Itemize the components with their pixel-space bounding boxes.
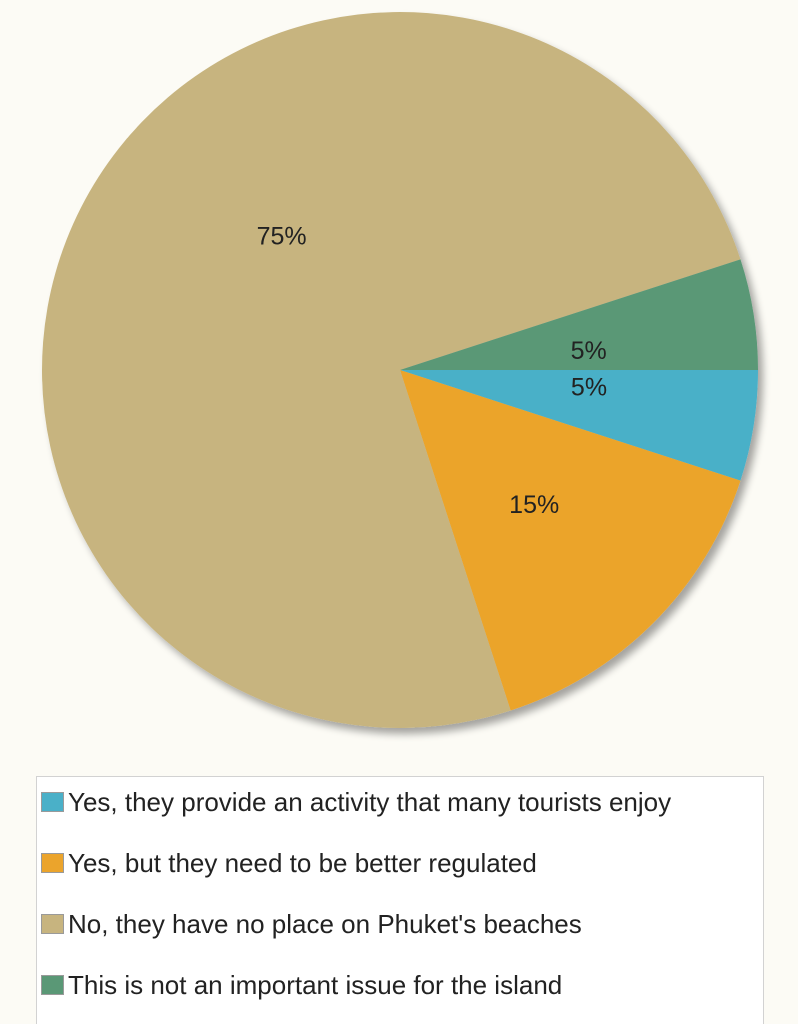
pie-chart: 5% 15% 75% 5% xyxy=(42,12,758,729)
legend-swatch xyxy=(41,853,64,873)
legend: Yes, they provide an activity that many … xyxy=(36,776,764,1024)
legend-label: This is not an important issue for the i… xyxy=(68,969,563,1000)
pie-slice[interactable] xyxy=(400,370,741,711)
legend-label: Yes, but they need to be better regulate… xyxy=(68,847,537,878)
legend-label: No, they have no place on Phuket's beach… xyxy=(68,908,582,939)
legend-item[interactable]: Yes, but they need to be better regulate… xyxy=(41,848,537,878)
legend-label: Yes, they provide an activity that many … xyxy=(68,786,672,817)
slice-data-label: 15% xyxy=(509,491,559,519)
slice-data-label: 5% xyxy=(571,337,607,365)
legend-item[interactable]: This is not an important issue for the i… xyxy=(41,970,562,1000)
slice-data-label: 75% xyxy=(257,223,307,251)
legend-swatch xyxy=(41,914,64,934)
slice-data-label: 5% xyxy=(571,374,607,402)
legend-item[interactable]: No, they have no place on Phuket's beach… xyxy=(41,909,582,939)
legend-swatch xyxy=(41,975,64,995)
pie-slice[interactable] xyxy=(400,370,758,481)
pie-slice[interactable] xyxy=(400,259,758,370)
legend-swatch xyxy=(41,792,64,812)
pie-slice[interactable] xyxy=(42,12,741,729)
legend-item[interactable]: Yes, they provide an activity that many … xyxy=(41,787,671,817)
